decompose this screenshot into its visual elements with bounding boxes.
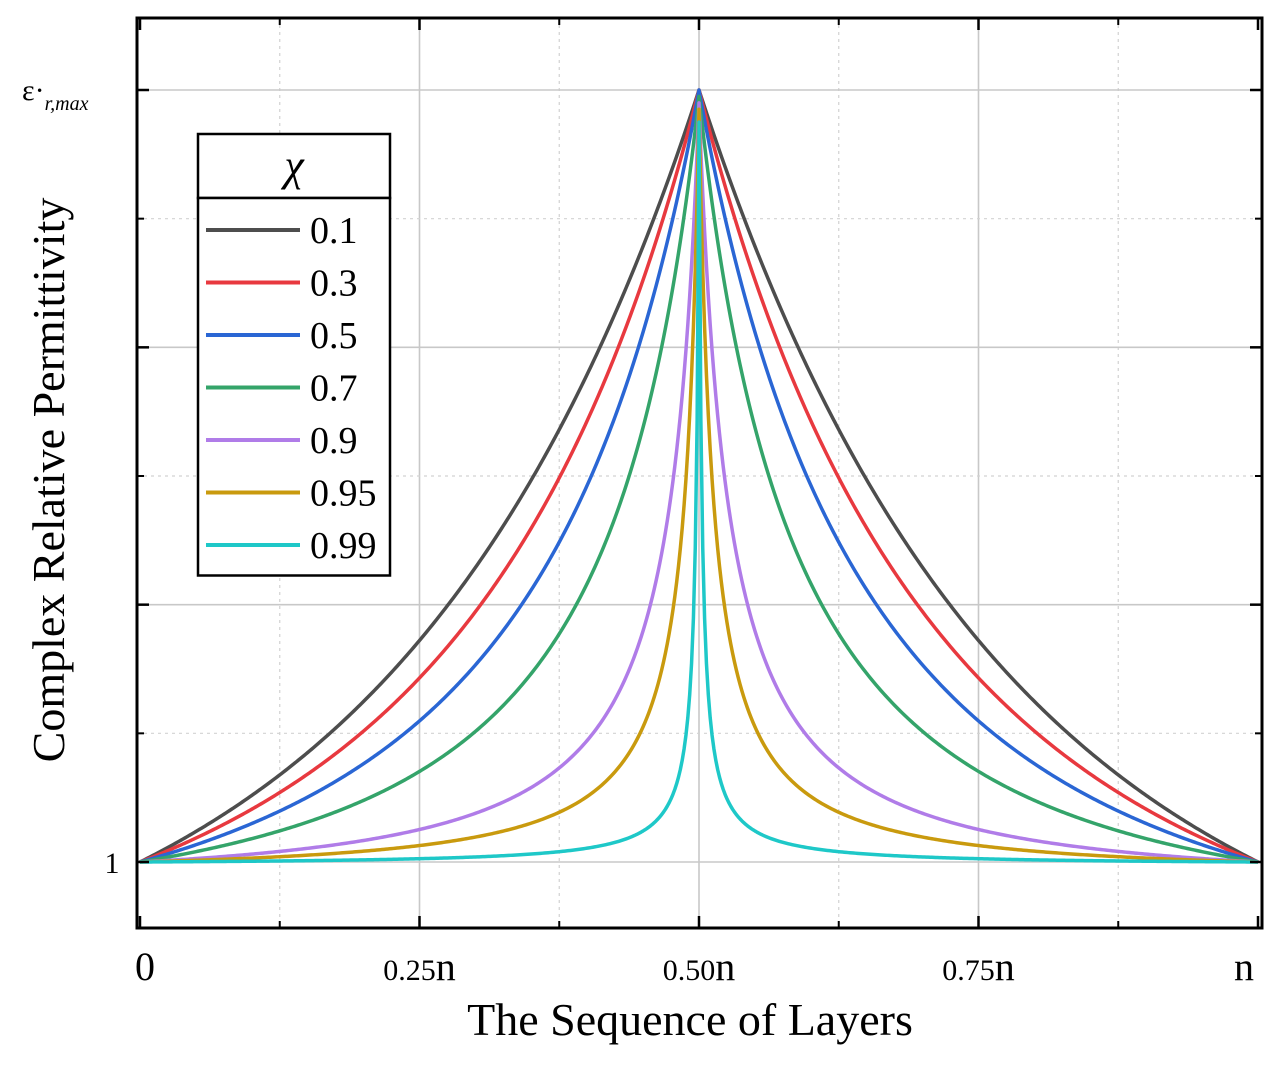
x-tick-label: 0 [135,944,155,989]
tick-labels: 0 0.25n 0.50n 0.75n n 1 [105,847,1255,989]
legend-label: 0.7 [310,368,358,410]
x-tick-label: 0.75n [942,944,1015,989]
legend-label: 0.95 [310,473,377,515]
legend-title-box [196,132,392,200]
series-line-0.95 [139,107,1259,864]
ticks [137,18,1262,928]
legend-label: 0.99 [310,525,377,567]
legend-label: 0.1 [310,210,358,252]
y-max-label: ε·r,max [22,74,89,115]
legend-label: 0.3 [310,263,358,305]
legend-label: 0.5 [310,315,358,357]
legend-title: χ [280,141,305,190]
series-group [139,88,1259,864]
legend: χ0.1 0.3 0.5 0.7 0.9 0.95 0.99 [196,132,392,577]
y-axis-title: Complex Relative Permittivity [23,198,74,763]
y-max-main: ε· [22,74,45,107]
series-line-0.7 [139,94,1259,864]
legend-label: 0.9 [310,420,358,462]
x-tick-label: 0.25n [383,944,456,989]
series-line-0.99 [139,120,1259,864]
x-tick-label: n [1234,944,1254,989]
y-max-sub: r,max [45,93,89,115]
x-tick-label: 0.50n [663,944,736,989]
x-axis-title: The Sequence of Layers [467,994,913,1045]
series-line-0.9 [139,101,1259,864]
y-tick-label: 1 [105,847,120,880]
series-line-0.5 [139,88,1259,864]
